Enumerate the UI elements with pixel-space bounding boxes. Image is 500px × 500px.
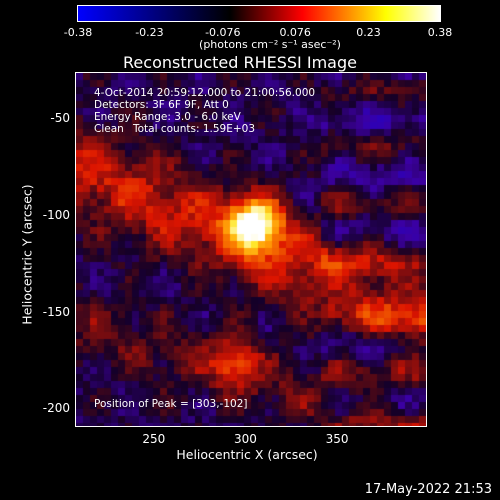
colorbar-tick-label: 0.076 xyxy=(279,26,311,39)
y-tick-label: -100 xyxy=(42,207,70,222)
colorbar-units: (photons cm⁻² s⁻¹ asec⁻²) xyxy=(199,38,341,51)
y-axis-label: Heliocentric Y (arcsec) xyxy=(19,184,35,325)
colorbar-tick-label: -0.076 xyxy=(205,26,241,39)
colorbar xyxy=(77,5,441,22)
time-range-label: 4-Oct-2014 20:59:12.000 to 21:00:56.000 xyxy=(94,87,316,99)
total-counts-label: Total counts: 1.59E+03 xyxy=(133,123,256,135)
detectors-label: Detectors: 3F 6F 9F, Att 0 xyxy=(94,99,229,111)
x-tick-label: 300 xyxy=(233,432,257,446)
clean-label: Clean xyxy=(94,123,124,135)
x-axis-label: Heliocentric X (arcsec) xyxy=(176,447,318,462)
colorbar-tick-label: -0.23 xyxy=(135,26,164,39)
colorbar-tick-label: 0.23 xyxy=(356,26,381,39)
peak-position-label: Position of Peak = [303,-102] xyxy=(94,398,248,410)
heatmap-image xyxy=(76,73,426,426)
colorbar-tick-label: 0.38 xyxy=(427,26,453,39)
y-tick-label: -50 xyxy=(50,110,70,125)
x-tick-label: 350 xyxy=(325,432,349,446)
y-tick-label: -150 xyxy=(42,304,70,319)
y-tick-label: -200 xyxy=(42,401,70,416)
x-tick-label: 250 xyxy=(142,432,166,446)
date-stamp: 17-May-2022 21:53 xyxy=(364,482,492,497)
chart-title: Reconstructed RHESSI Image xyxy=(123,53,357,72)
plot-area: 4-Oct-2014 20:59:12.000 to 21:00:56.000 … xyxy=(75,72,427,427)
colorbar-tick-label: -0.38 xyxy=(63,26,93,39)
energy-range-label: Energy Range: 3.0 - 6.0 keV xyxy=(94,111,241,123)
